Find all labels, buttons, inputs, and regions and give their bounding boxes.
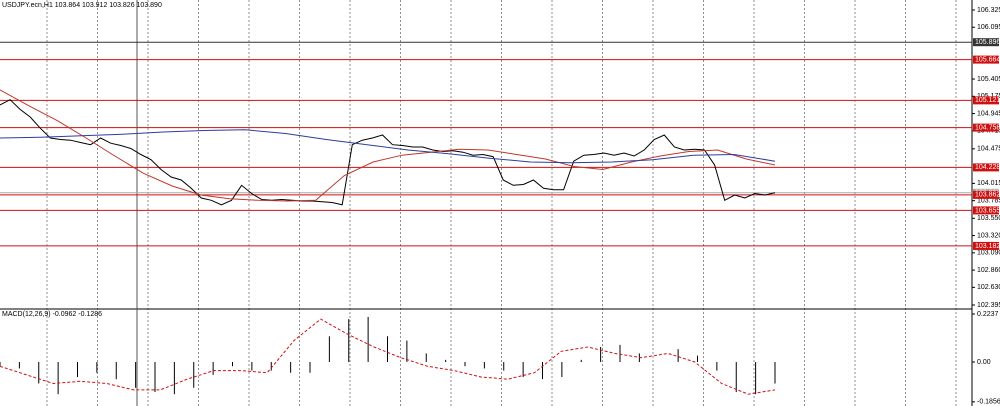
level-label: 105.664 xyxy=(975,56,1000,63)
y-tick-label: 102.395 xyxy=(977,302,1000,309)
level-box xyxy=(973,38,999,47)
macd-tick-label: -0.1856 xyxy=(977,399,1000,406)
y-tick-label: 103.550 xyxy=(977,215,1000,222)
y-tick-label: 104.015 xyxy=(977,180,1000,187)
level-box xyxy=(973,163,999,172)
level-box xyxy=(973,206,999,215)
y-tick-label: 103.785 xyxy=(977,197,1000,204)
level-label: 103.862 xyxy=(975,192,1000,199)
y-tick-label: 102.630 xyxy=(977,284,1000,291)
level-label: 104.758 xyxy=(975,124,1000,131)
chart-title: USDJPY.ecn,H1 103.864 103.912 103.826 10… xyxy=(2,2,162,9)
macd-tick-label: 0.2237 xyxy=(977,311,999,318)
macd-title: MACD(12,26,9) -0.0962 -0.1286 xyxy=(2,311,102,318)
y-tick-label: 103.090 xyxy=(977,250,1000,257)
level-label: 104.228 xyxy=(975,164,1000,171)
level-box xyxy=(973,96,999,105)
macd-tick-label: 0.00 xyxy=(977,359,991,366)
level-box xyxy=(973,123,999,132)
y-tick-label: 102.860 xyxy=(977,267,1000,274)
level-box xyxy=(973,241,999,250)
level-box xyxy=(973,190,999,199)
y-tick-label: 104.475 xyxy=(977,146,1000,153)
price-line xyxy=(0,89,776,202)
level-label: 105.896 xyxy=(975,39,1000,46)
y-tick-label: 104.945 xyxy=(977,110,1000,117)
price-line xyxy=(0,129,776,164)
level-label: 105.121 xyxy=(975,97,1000,104)
level-label: 103.655 xyxy=(975,207,1000,214)
y-tick-label: 106.325 xyxy=(977,7,1000,14)
price-line xyxy=(0,99,776,206)
y-tick-label: 106.095 xyxy=(977,24,1000,31)
y-tick-label: 105.405 xyxy=(977,76,1000,83)
y-tick-label: 103.320 xyxy=(977,232,1000,239)
macd-signal xyxy=(0,318,776,395)
level-box xyxy=(973,55,999,64)
level-label: 103.182 xyxy=(975,243,1000,250)
